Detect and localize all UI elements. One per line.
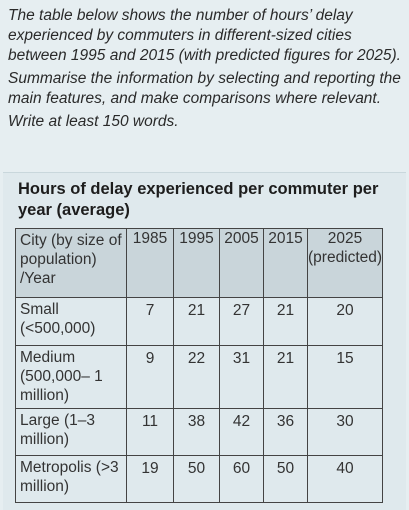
- value-cell: 7: [126, 297, 174, 346]
- value-cell: 9: [126, 345, 174, 409]
- value-cell: 38: [173, 408, 220, 456]
- header-row: City (by size of population) /Year 1985 …: [15, 228, 384, 298]
- value-cell: 11: [126, 408, 174, 456]
- table-row: Medium (500,000– 1 million) 9 22 31 21 1…: [15, 345, 384, 409]
- task-description: The table below shows the number of hour…: [8, 7, 401, 64]
- table-title: Hours of delay experienced per commuter …: [18, 180, 379, 219]
- header-year: 1995: [173, 228, 220, 298]
- value-cell: 22: [173, 345, 220, 409]
- delay-table: City (by size of population) /Year 1985 …: [15, 228, 384, 503]
- task-instruction: Summarise the information by selecting a…: [8, 70, 401, 107]
- table-row: Metropolis (>3 million) 19 50 60 50 40: [15, 455, 384, 503]
- table-card: Hours of delay experienced per commuter …: [3, 172, 406, 510]
- city-cell: Medium (500,000– 1 million): [15, 345, 127, 409]
- city-cell: Small (<500,000): [15, 297, 127, 346]
- city-cell: Metropolis (>3 million): [15, 455, 127, 503]
- value-cell: 19: [126, 455, 174, 503]
- value-cell: 20: [306, 297, 384, 346]
- value-cell: 27: [219, 297, 264, 346]
- value-cell: 60: [219, 455, 264, 503]
- task-prompt: The table below shows the number of hour…: [8, 6, 404, 132]
- value-cell: 42: [219, 408, 264, 456]
- header-city: City (by size of population) /Year: [15, 228, 127, 298]
- value-cell: 40: [306, 455, 384, 503]
- header-year: 2025 (predicted): [306, 228, 384, 298]
- header-year: 1985: [126, 228, 174, 298]
- value-cell: 30: [306, 408, 384, 456]
- value-cell: 31: [219, 345, 264, 409]
- value-cell: 15: [306, 345, 384, 409]
- value-cell: 21: [263, 345, 308, 409]
- value-cell: 21: [263, 297, 308, 346]
- table-row: Large (1–3 million) 11 38 42 36 30: [15, 408, 384, 456]
- value-cell: 50: [263, 455, 308, 503]
- value-cell: 21: [173, 297, 220, 346]
- table-row: Small (<500,000) 7 21 27 21 20: [15, 297, 384, 346]
- header-year: 2005: [219, 228, 264, 298]
- value-cell: 36: [263, 408, 308, 456]
- header-year: 2015: [263, 228, 308, 298]
- word-count-instruction: Write at least 150 words.: [8, 113, 179, 130]
- city-cell: Large (1–3 million): [15, 408, 127, 456]
- value-cell: 50: [173, 455, 220, 503]
